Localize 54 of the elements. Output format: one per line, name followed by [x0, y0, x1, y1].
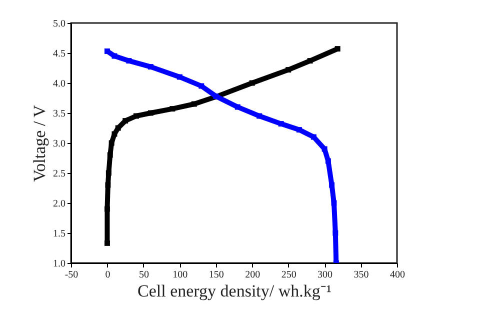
- y-tick-label: 3.5: [53, 108, 66, 120]
- y-tick-label: 2.0: [53, 198, 66, 210]
- x-tick-label: 0: [105, 270, 110, 280]
- point: [148, 110, 154, 116]
- point: [307, 58, 313, 64]
- y-tick-label: 3.0: [53, 138, 66, 150]
- point: [148, 64, 154, 70]
- point: [112, 131, 118, 137]
- x-tick-label: -50: [64, 270, 78, 280]
- point: [325, 158, 331, 164]
- x-axis-title: Cell energy density/ wh.kg⁻¹: [138, 282, 332, 300]
- x-tick-label: 250: [281, 270, 296, 280]
- point: [191, 101, 197, 107]
- point: [104, 206, 110, 212]
- point: [112, 53, 118, 59]
- point: [332, 230, 338, 236]
- point: [108, 140, 114, 146]
- x-tick-label: 50: [138, 270, 149, 280]
- point: [105, 182, 111, 188]
- x-tick-label: 200: [245, 270, 260, 280]
- point: [122, 118, 128, 124]
- point: [322, 146, 328, 152]
- point: [176, 74, 182, 80]
- x-tick-label: 300: [318, 270, 333, 280]
- y-axis-title: Voltage / V: [30, 104, 49, 182]
- point: [198, 83, 204, 89]
- point: [256, 113, 262, 119]
- point: [133, 113, 139, 119]
- point: [329, 182, 335, 188]
- point: [310, 134, 316, 140]
- x-tick-label: 100: [172, 270, 188, 280]
- point: [296, 127, 302, 133]
- point: [234, 104, 240, 110]
- point: [107, 152, 113, 158]
- point: [126, 58, 132, 64]
- point: [104, 240, 110, 246]
- y-tick-label: 1.5: [53, 228, 66, 240]
- point: [115, 125, 121, 131]
- point: [331, 200, 337, 206]
- point: [334, 46, 340, 52]
- y-tick-label: 2.5: [53, 168, 66, 180]
- point: [249, 80, 255, 86]
- x-tick-label: 400: [390, 270, 405, 280]
- point: [286, 67, 292, 73]
- point: [278, 121, 284, 127]
- y-tick-label: 1.0: [53, 258, 66, 270]
- y-tick-label: 4.5: [53, 48, 66, 60]
- y-tick-label: 5.0: [53, 18, 66, 30]
- point: [170, 106, 176, 112]
- point: [106, 170, 112, 176]
- y-tick-label: 4.0: [53, 78, 66, 90]
- x-tick-label: 350: [354, 270, 369, 280]
- x-tick-label: 150: [208, 270, 224, 280]
- point: [104, 48, 110, 54]
